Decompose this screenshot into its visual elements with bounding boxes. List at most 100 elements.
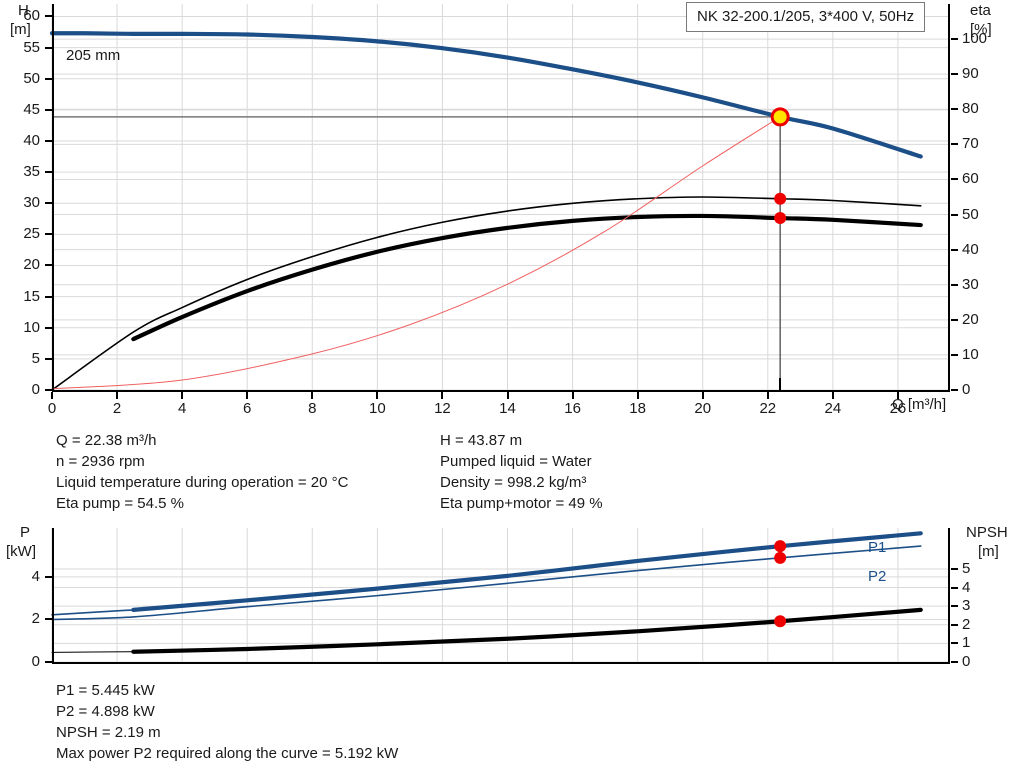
duty-point-x-tick [779, 378, 782, 392]
y2-tick [951, 586, 958, 589]
p2-curve-label: P2 [868, 568, 887, 585]
y-tick [45, 108, 52, 111]
y-tick-label: 55 [23, 38, 40, 56]
y2-tick [951, 318, 958, 321]
eta-axis-title-line2: [%] [970, 21, 992, 38]
npsh-axis-title-line2: [m] [978, 543, 999, 560]
y-tick-label: 50 [23, 69, 40, 87]
y2-tick [951, 73, 958, 76]
y-tick-label: 20 [23, 256, 40, 274]
power-chart-canvas [51, 528, 950, 663]
duty-info-row: Liquid temperature during operation = 20… [56, 474, 349, 491]
y2-tick-label: 60 [962, 170, 979, 188]
x-tick-label: 10 [369, 400, 386, 417]
y-tick-label: 5 [31, 349, 40, 367]
p1-curve-label: P1 [868, 539, 887, 556]
x-tick [311, 392, 314, 399]
y2-tick [951, 567, 958, 570]
duty-info-row: n = 2936 rpm [56, 453, 145, 470]
x-tick [246, 392, 249, 399]
y-tick-label: 60 [23, 7, 40, 25]
y2-tick-label: 10 [962, 345, 979, 363]
y2-tick-label: 0 [962, 653, 971, 670]
x-tick [571, 392, 574, 399]
power-info-row: P1 = 5.445 kW [56, 682, 155, 699]
x-tick-label: 2 [112, 400, 122, 417]
x-tick-label: 4 [177, 400, 187, 417]
x-tick [701, 392, 704, 399]
y-tick-label: 2 [31, 610, 40, 628]
y2-tick-label: 90 [962, 65, 979, 83]
y2-tick [951, 178, 958, 181]
y-tick-label: 45 [23, 100, 40, 118]
y-tick [45, 575, 52, 578]
y-tick-label: 40 [23, 131, 40, 149]
y2-tick [951, 389, 958, 391]
head-axis-title-line1: H [18, 2, 29, 19]
x-tick-label: 6 [243, 400, 252, 417]
x-tick [116, 392, 119, 399]
y2-tick [951, 353, 958, 356]
duty-info-row: Eta pump+motor = 49 % [440, 495, 603, 512]
y2-tick [951, 248, 958, 251]
x-tick [896, 392, 899, 399]
x-tick [831, 392, 834, 399]
y-tick-label: 15 [23, 287, 40, 305]
x-tick-label: 22 [759, 400, 777, 417]
y2-tick [951, 642, 958, 645]
duty-info-left-column: Q = 22.38 m³/h n = 2936 rpm Liquid tempe… [56, 430, 348, 514]
duty-info-row: Density = 998.2 kg/m³ [440, 474, 587, 491]
y-tick [45, 202, 52, 205]
y-tick [45, 264, 52, 267]
x-tick-label: 24 [824, 400, 842, 417]
y-tick [45, 389, 52, 391]
power-info-row: Max power P2 required along the curve = … [56, 745, 399, 762]
y-tick-label: 4 [31, 567, 40, 585]
power-info-row: NPSH = 2.19 m [56, 724, 161, 741]
y2-tick-label: 80 [962, 100, 979, 118]
duty-info-row: Q = 22.38 m³/h [56, 432, 157, 449]
head-efficiency-chart: H [m] eta [%] Q [m³/h] NK 32-200.1/205, … [10, 2, 992, 417]
y2-tick-label: 70 [962, 135, 979, 153]
y2-tick-label: 20 [962, 310, 979, 328]
x-tick-label: 26 [889, 400, 907, 417]
x-tick-label: 14 [499, 400, 516, 417]
y-tick-label: 25 [23, 225, 40, 243]
x-tick [441, 392, 444, 399]
x-tick-label: 20 [694, 400, 712, 417]
head-axis-title-line2: [m] [10, 21, 31, 38]
y2-tick [951, 213, 958, 216]
x-tick [766, 392, 769, 399]
x-axis-line [52, 662, 950, 664]
x-tick [181, 392, 184, 399]
y2-tick [951, 605, 958, 608]
head-chart-canvas [49, 4, 950, 391]
x-tick [636, 392, 639, 399]
power-info: P1 = 5.445 kW P2 = 4.898 kW NPSH = 2.19 … [56, 680, 656, 770]
y-tick-label: 0 [31, 653, 40, 670]
y2-tick-label: 100 [962, 30, 988, 48]
y2-tick-label: 1 [962, 634, 971, 652]
x-tick-label: 18 [629, 400, 646, 417]
duty-info-row: Eta pump = 54.5 % [56, 495, 184, 512]
duty-info-right-column: H = 43.87 m Pumped liquid = Water Densit… [440, 430, 603, 514]
x-tick-label: 0 [47, 400, 57, 417]
y2-tick [951, 38, 958, 41]
y2-tick [951, 661, 958, 663]
y-tick-label: 35 [23, 163, 40, 181]
duty-info-row: H = 43.87 m [440, 432, 523, 449]
y-tick [45, 46, 52, 49]
x-tick-label: 16 [564, 400, 581, 417]
y2-tick-label: 3 [962, 597, 971, 615]
x-tick [376, 392, 379, 399]
y-tick-label: 0 [31, 381, 40, 398]
head-chart-plot-area [49, 4, 950, 391]
x-tick [51, 392, 53, 399]
y-tick [45, 139, 52, 142]
y-tick [45, 326, 52, 329]
y-tick [45, 357, 52, 360]
y-tick [45, 15, 52, 18]
y-tick [45, 661, 52, 663]
